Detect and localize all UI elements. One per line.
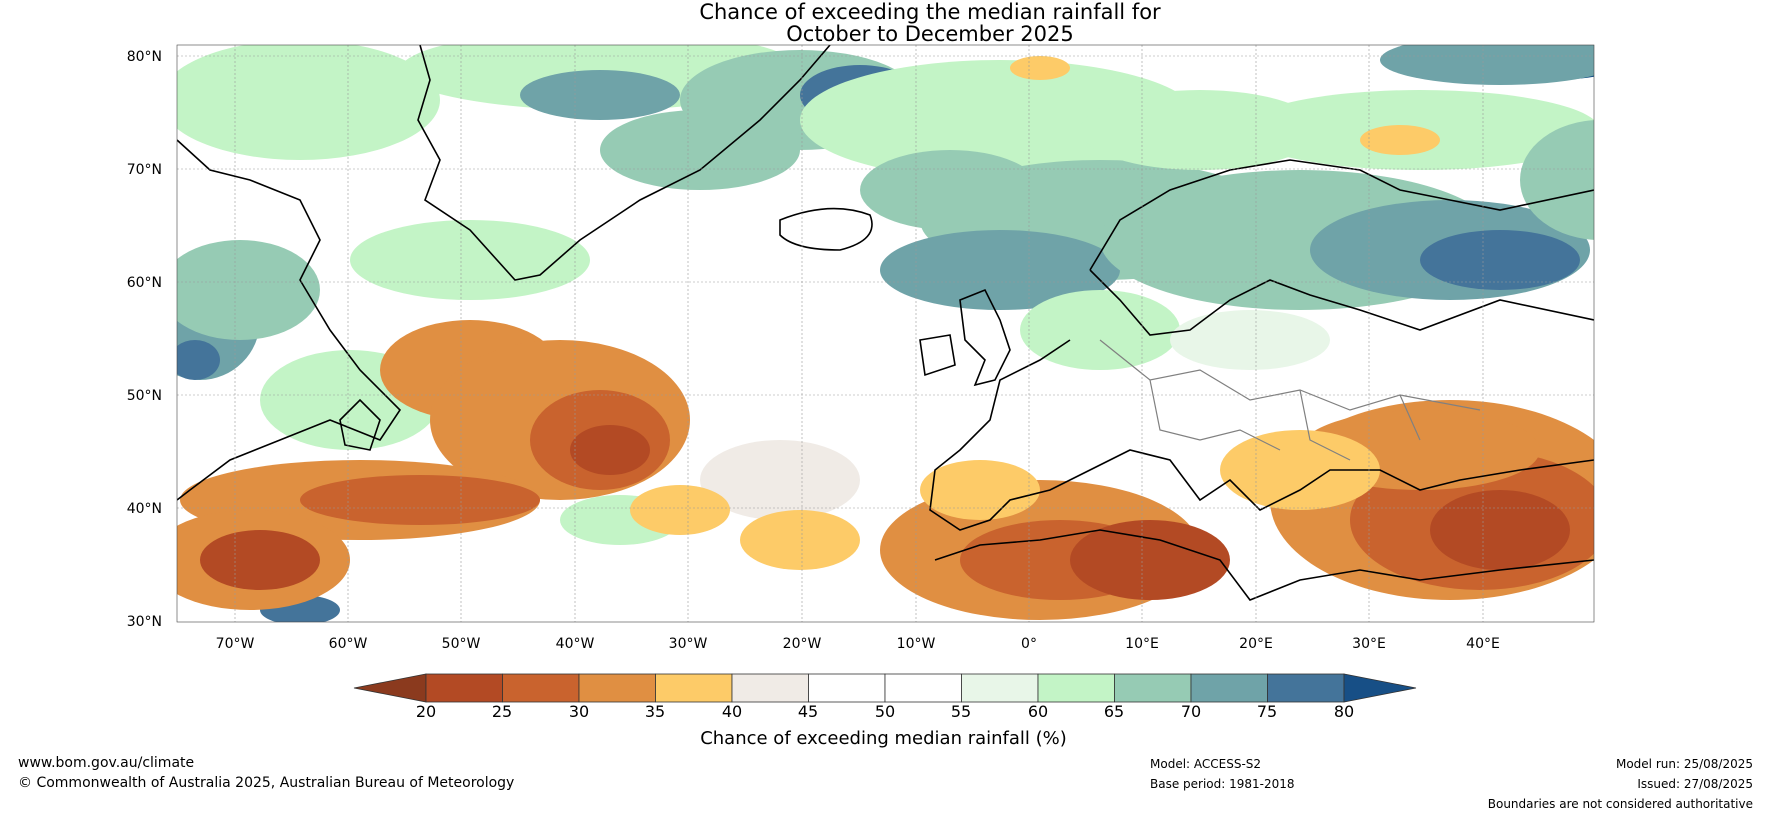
country-borders-3 [1299, 389, 1421, 461]
lon-label: 30°E [1352, 636, 1386, 652]
colorbar-cell [1267, 673, 1345, 703]
rainfall-region [570, 425, 650, 475]
base-period-text: Base period: 1981-2018 [1150, 777, 1295, 791]
lat-label: 40°N [126, 501, 162, 517]
rainfall-region [1020, 290, 1180, 370]
colorbar-cell [1037, 673, 1115, 703]
colorbar-tick: 40 [721, 702, 743, 721]
rainfall-region [300, 475, 540, 525]
colorbar-cell [425, 673, 503, 703]
rainfall-region [1380, 45, 1594, 85]
rainfall-region [177, 45, 440, 160]
colorbar-cell [502, 673, 580, 703]
lon-label: 10°W [896, 636, 936, 652]
issued-text: Issued: 27/08/2025 [1637, 777, 1753, 791]
colorbar-cell [731, 673, 809, 703]
colorbar-cell [1190, 673, 1268, 703]
colorbar-label: Chance of exceeding median rainfall (%) [700, 728, 1067, 749]
lon-label: 30°W [668, 636, 708, 652]
model-text: Model: ACCESS-S2 [1150, 757, 1262, 771]
colorbar-cell [808, 673, 886, 703]
baltic-coast [1089, 269, 1594, 336]
rainfall-region [1080, 90, 1320, 170]
map-frame [176, 44, 1595, 623]
colorbar-cell [884, 673, 962, 703]
lat-label: 70°N [126, 162, 162, 178]
rainfall-region [1520, 120, 1594, 240]
scandinavia-coast [1089, 159, 1594, 271]
newfoundland-coast [339, 398, 381, 451]
lon-label: 50°W [441, 636, 481, 652]
lat-label: 60°N [126, 275, 162, 291]
lat-label: 80°N [126, 49, 162, 65]
lon-label: 20°E [1239, 636, 1273, 652]
colorbar-tick: 80 [1333, 702, 1355, 721]
map-title-line-1: Chance of exceeding the median rainfall … [699, 0, 1161, 24]
europe-south-coast [929, 339, 1594, 531]
colorbar-extend-low [353, 673, 427, 703]
rainfall-region [177, 240, 320, 340]
rainfall-region [1170, 310, 1330, 370]
copyright-text: © Commonwealth of Australia 2025, Austra… [18, 775, 515, 791]
greenland-coast [417, 45, 831, 281]
colorbar-tick: 45 [797, 702, 819, 721]
disclaimer-text: Boundaries are not considered authoritat… [1487, 797, 1753, 811]
rainfall-region [350, 220, 590, 300]
rainfall-region [1220, 430, 1380, 510]
rainfall-region [1360, 125, 1440, 155]
rainfall-region [520, 70, 680, 120]
colorbar-cell [961, 673, 1039, 703]
lat-label: 50°N [126, 388, 162, 404]
colorbar-tick: 25 [491, 702, 513, 721]
rainfall-region [880, 230, 1120, 310]
lon-label: 20°W [782, 636, 822, 652]
rainfall-region [177, 340, 220, 380]
rainfall-region [200, 530, 320, 590]
colorbar-tick: 35 [644, 702, 666, 721]
lon-label: 40°E [1466, 636, 1500, 652]
colorbar-tick: 70 [1180, 702, 1202, 721]
north-africa-coast [934, 529, 1594, 601]
colorbar-tick: 30 [568, 702, 590, 721]
colorbar-cell [655, 673, 733, 703]
colorbar-tick: 65 [1103, 702, 1125, 721]
lon-label: 0° [1021, 636, 1037, 652]
rainfall-region [860, 150, 1040, 230]
great-britain-coast [959, 288, 1011, 387]
colorbar-tick: 20 [415, 702, 437, 721]
lon-label: 40°W [555, 636, 595, 652]
rainfall-region [1420, 230, 1580, 290]
rainfall-region [920, 460, 1040, 520]
lon-label: 10°E [1125, 636, 1159, 652]
model-run-text: Model run: 25/08/2025 [1615, 757, 1753, 771]
lat-label: 30°N [126, 614, 162, 630]
colorbar-tick: 50 [874, 702, 896, 721]
colorbar-extend-high [1343, 673, 1417, 703]
colorbar-tick: 75 [1256, 702, 1278, 721]
lon-label: 60°W [328, 636, 368, 652]
north-america-coast [177, 139, 402, 501]
rainfall-region [700, 440, 860, 520]
colorbar-tick: 55 [950, 702, 972, 721]
rainfall-region [740, 510, 860, 570]
graticule [177, 45, 1594, 622]
rainfall-region [1430, 490, 1570, 570]
map-title-line-2: October to December 2025 [786, 22, 1074, 46]
lon-label: 70°W [215, 636, 255, 652]
colorbar-cell [1114, 673, 1192, 703]
ireland-coast [919, 334, 956, 377]
iceland-coast [779, 207, 873, 251]
colorbar-cell [578, 673, 656, 703]
website-link[interactable]: www.bom.gov.au/climate [18, 755, 195, 771]
map-field [177, 45, 1594, 622]
rainfall-region [1070, 520, 1230, 600]
rainfall-region [1010, 56, 1070, 80]
colorbar-tick: 60 [1027, 702, 1049, 721]
country-borders-2 [1149, 379, 1281, 451]
rainfall-region [600, 110, 800, 190]
rainfall-region [630, 485, 730, 535]
